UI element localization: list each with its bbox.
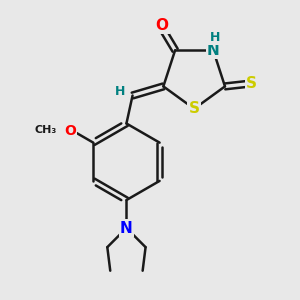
- Text: O: O: [155, 18, 168, 33]
- Text: H: H: [209, 31, 220, 44]
- Text: S: S: [246, 76, 257, 91]
- Text: S: S: [189, 101, 200, 116]
- Text: CH₃: CH₃: [34, 125, 57, 135]
- Text: O: O: [64, 124, 76, 138]
- Text: N: N: [207, 43, 220, 58]
- Text: H: H: [115, 85, 125, 98]
- Text: N: N: [120, 220, 133, 236]
